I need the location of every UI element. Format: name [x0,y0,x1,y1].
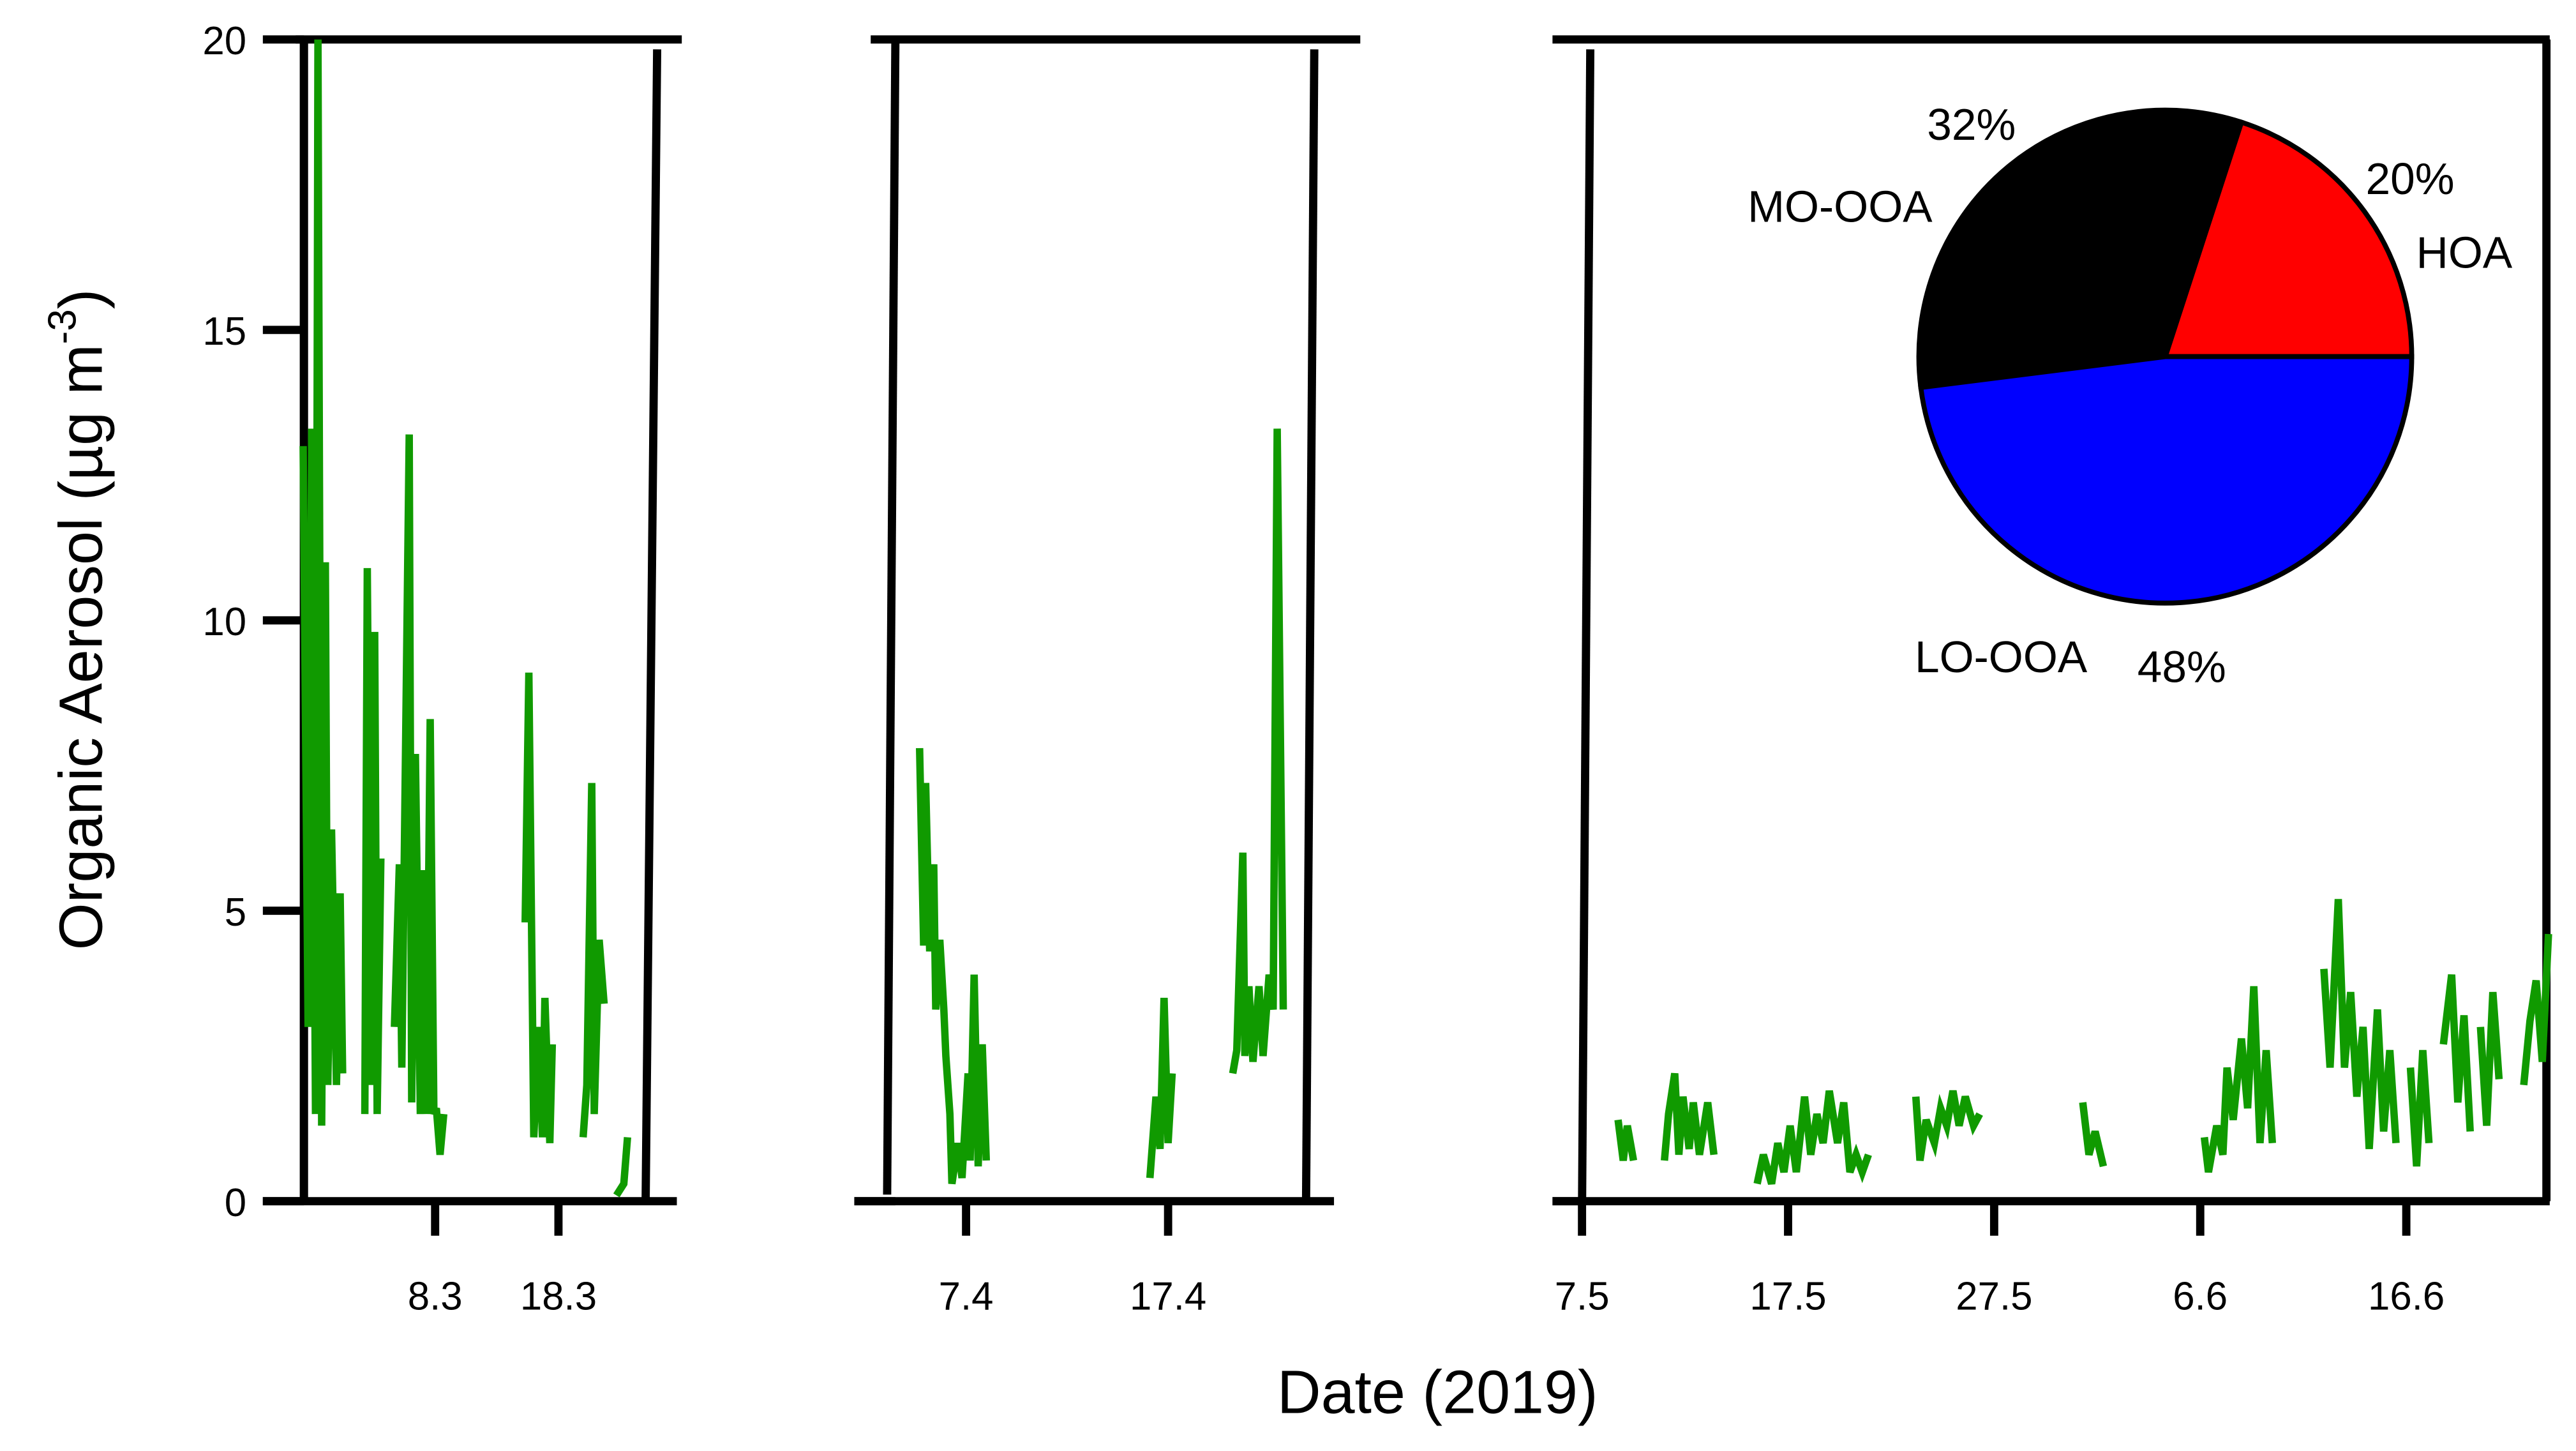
oa-series-line [2476,991,2503,1126]
oa-series-line [2200,986,2277,1173]
x-tick-label: 18.3 [520,1275,597,1319]
y-axis-label: Organic Aerosol (µg m-3) [40,289,115,951]
panels: 8.3 18.3 7.4 17.4 7.5 17.5 27.5 6.6 16.6 [299,39,2552,1319]
panel-1: 8.3 18.3 [299,39,631,1319]
oa-series-line [391,434,448,1155]
pie-slice-lo-ooa [1918,354,2415,606]
oa-series-line [2406,1049,2433,1167]
pie-label-lo-ooa: LO-OOA [1915,632,2088,682]
x-tick-label: 7.5 [1555,1275,1610,1319]
x-tick-label: 8.3 [408,1275,463,1319]
y-axis: 0 5 10 15 20 [202,19,1585,1225]
oa-series-line [1753,1090,1872,1185]
x-tick-label: 16.6 [2368,1275,2445,1319]
panel2-right-line [1301,49,1319,1201]
oa-series-line [2079,1102,2108,1168]
oa-series-line [1614,1119,1638,1161]
panel-3: 7.5 17.5 27.5 6.6 16.6 [1555,899,2552,1319]
panel-2: 7.4 17.4 [916,428,1287,1319]
pie-slice-mo-ooa [1916,107,2245,391]
oa-series-line [1146,998,1176,1178]
x-tick-label: 7.4 [939,1275,994,1319]
y-axis-label-close: ) [48,289,116,310]
pie-label-hoa-percent: 20% [2365,154,2454,204]
x-axis-label: Date (2019) [1277,1359,1598,1427]
pie-label-hoa: HOA [2416,228,2513,278]
panel2-left-line [883,42,900,1195]
pie-label-lo-ooa-percent: 48% [2138,642,2226,691]
oa-series-line [1912,1090,1983,1161]
oa-series-line [1661,1072,1718,1161]
y-tick-label: 0 [225,1181,246,1225]
oa-series-line [361,568,385,1115]
pie-slice-hoa [2162,119,2415,359]
x-tick-label: 17.5 [1749,1275,1826,1319]
oa-series-line [2520,933,2552,1086]
panel3-left-line [1578,49,1595,1201]
pie-label-mo-ooa-percent: 32% [1927,100,2016,149]
y-tick-label: 10 [202,600,246,644]
oa-series-line [2439,974,2474,1132]
x-tick-label: 17.4 [1130,1275,1206,1319]
oa-series-line [613,1137,631,1198]
oa-series-line [916,748,991,1185]
oa-series-line [579,783,608,1138]
x-tick-label: 27.5 [1956,1275,2032,1319]
x-tick-label: 6.6 [2173,1275,2228,1319]
pie-label-mo-ooa: MO-OOA [1748,182,1933,232]
oa-series-line [299,39,347,1126]
y-axis-label-main: Organic Aerosol (µg m [48,344,116,950]
y-tick-label: 20 [202,19,246,63]
oa-series-line [521,672,557,1143]
y-tick-label: 5 [225,891,246,935]
panel1-right-line [641,49,662,1201]
oa-series-line [2320,899,2400,1150]
oa-series-line [1229,428,1287,1074]
y-axis-label-sup: -3 [40,309,84,344]
inset-pie-chart [1916,107,2415,606]
y-tick-label: 15 [202,310,246,354]
